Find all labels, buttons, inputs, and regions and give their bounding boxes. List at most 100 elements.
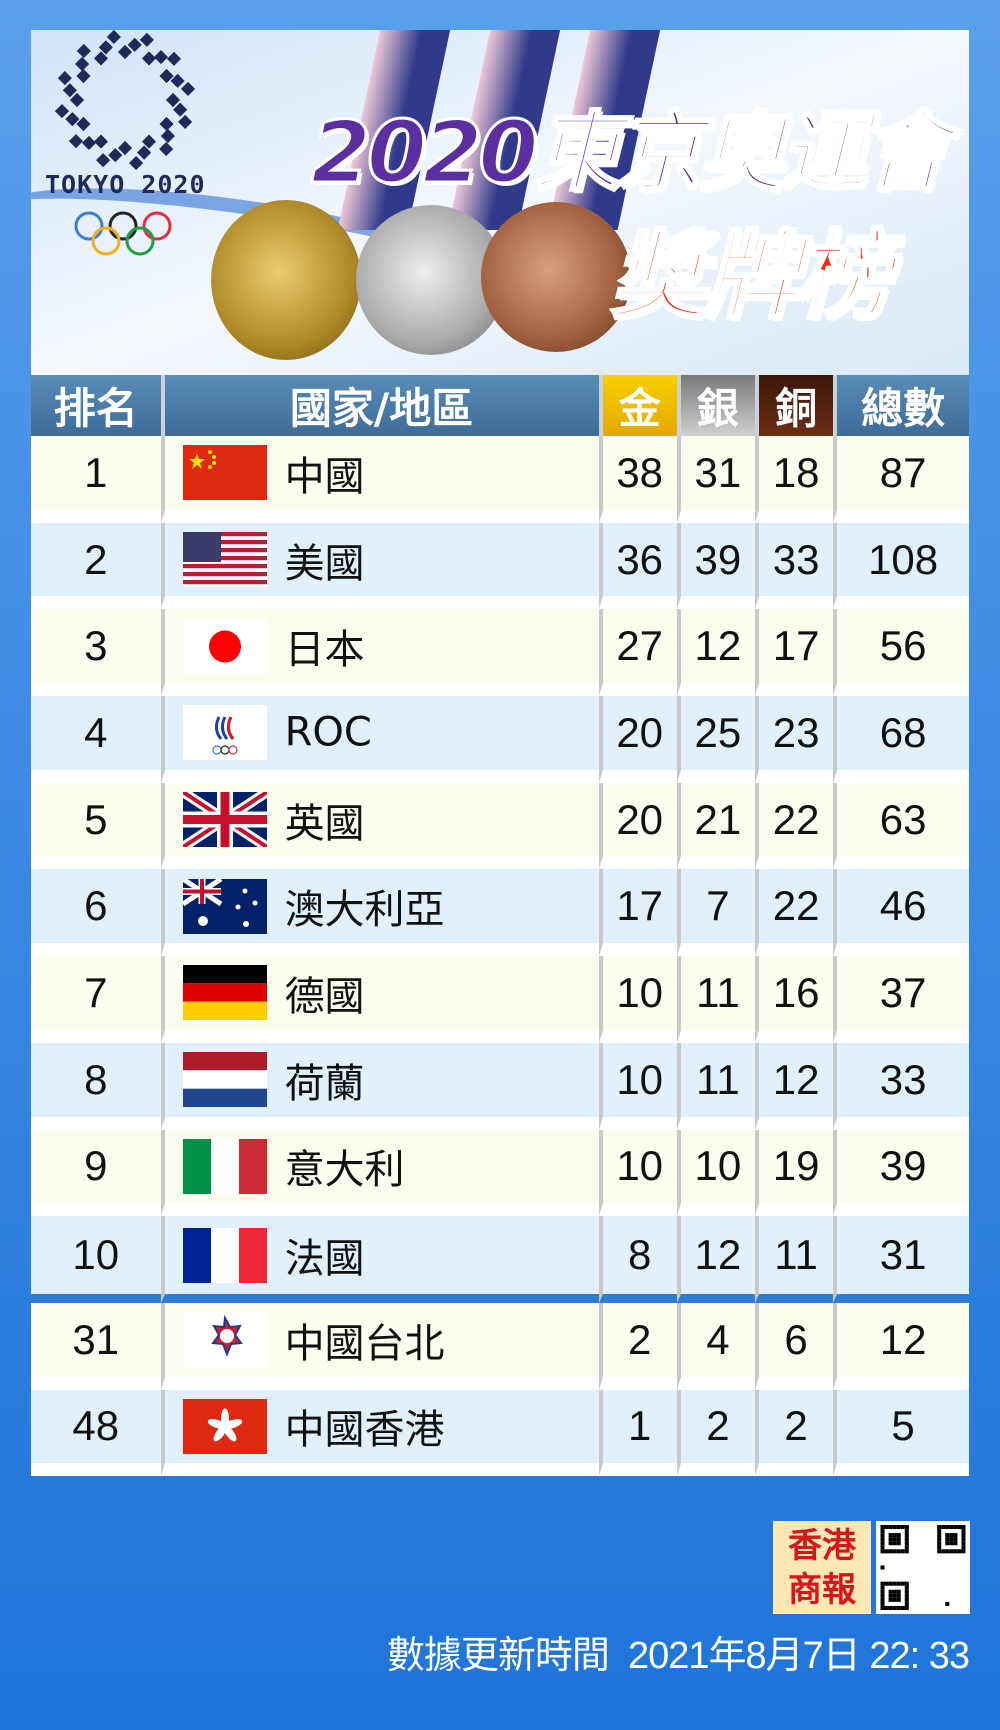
country-name: 中國台北 xyxy=(284,1320,445,1367)
total-count: 46 xyxy=(833,869,969,957)
bronze-count: 22 xyxy=(755,782,834,870)
france-flag-icon xyxy=(182,1227,267,1283)
total-count: 87 xyxy=(833,436,969,523)
olympic-rings-icon xyxy=(74,211,172,256)
country-name: 中國 xyxy=(284,453,365,500)
table-row: 6 澳大利亞 17 7 22 46 xyxy=(31,869,969,957)
usa-flag-icon xyxy=(182,532,267,588)
qr-code-icon[interactable] xyxy=(876,1521,970,1614)
uk-flag-icon xyxy=(179,787,270,852)
country-cell: 中國台北 xyxy=(160,1302,599,1390)
bronze-count: 19 xyxy=(755,1129,834,1217)
silver-count: 7 xyxy=(676,869,755,957)
rank: 10 xyxy=(31,1216,161,1303)
gold-medal-icon xyxy=(211,200,361,360)
country-cell: 荷蘭 xyxy=(160,1042,599,1130)
table-row: 48 中國香港 1 2 2 5 xyxy=(31,1389,969,1477)
china-flag-icon xyxy=(182,445,267,501)
total-count: 108 xyxy=(833,522,969,610)
germany-flag-icon xyxy=(182,965,267,1021)
rank: 4 xyxy=(31,696,161,783)
medal-table: 排名 國家/地區 金 銀 銅 總數 1 中國 38 31 18 87 2 美國 3… xyxy=(31,375,969,1477)
silver-count: 21 xyxy=(676,782,755,870)
country-cell: 美國 xyxy=(160,522,599,610)
gold-count: 38 xyxy=(598,436,677,523)
page-subtitle: 獎牌榜 xyxy=(610,219,893,334)
japan-flag-icon xyxy=(182,618,267,674)
column-header-silver: 銀 xyxy=(676,375,755,436)
italy-flag-icon xyxy=(182,1138,267,1194)
chinese-taipei-flag-icon xyxy=(182,1312,267,1368)
country-cell: 英國 xyxy=(160,782,599,870)
rank: 31 xyxy=(31,1302,161,1390)
silver-count: 2 xyxy=(676,1389,755,1477)
silver-count: 12 xyxy=(676,609,755,697)
silver-count: 4 xyxy=(676,1302,755,1390)
table-header: 排名 國家/地區 金 銀 銅 總數 xyxy=(31,375,969,436)
table-row: 8 荷蘭 10 11 12 33 xyxy=(31,1042,969,1130)
tokyo-2020-emblem-icon xyxy=(55,30,195,170)
country-name: 德國 xyxy=(284,973,365,1020)
rank: 48 xyxy=(31,1389,161,1477)
table-row: 1 中國 38 31 18 87 xyxy=(31,436,969,523)
silver-count: 39 xyxy=(676,522,755,610)
rank: 9 xyxy=(31,1129,161,1217)
bronze-count: 17 xyxy=(755,609,834,697)
roc-emblem-icon xyxy=(182,705,267,761)
table-row: 9 意大利 10 10 19 39 xyxy=(31,1129,969,1217)
bronze-count: 18 xyxy=(755,436,834,523)
total-count: 63 xyxy=(833,782,969,870)
bronze-count: 12 xyxy=(755,1042,834,1130)
column-header-rank: 排名 xyxy=(31,375,161,436)
gold-count: 20 xyxy=(598,696,677,783)
country-name: 意大利 xyxy=(284,1147,405,1194)
table-row: 10 法國 8 12 11 31 xyxy=(31,1216,969,1303)
bronze-count: 2 xyxy=(755,1389,834,1477)
publisher-logo: 香港商報 xyxy=(773,1521,871,1614)
country-name: 美國 xyxy=(284,540,365,587)
country-cell: 德國 xyxy=(160,956,599,1043)
country-name: 荷蘭 xyxy=(284,1060,365,1107)
country-name: 日本 xyxy=(284,627,365,674)
total-count: 33 xyxy=(833,1042,969,1130)
logo-text: TOKYO 2020 xyxy=(45,170,206,199)
gold-count: 17 xyxy=(598,869,677,957)
silver-count: 10 xyxy=(676,1129,755,1217)
silver-count: 12 xyxy=(676,1216,755,1303)
table-row: 5 英國 20 21 22 63 xyxy=(31,782,969,870)
total-count: 68 xyxy=(833,696,969,783)
gold-count: 27 xyxy=(598,609,677,697)
table-row: 4 ROC 20 25 23 68 xyxy=(31,696,969,783)
hong-kong-flag-icon xyxy=(182,1398,267,1454)
silver-count: 11 xyxy=(676,1042,755,1130)
rank: 2 xyxy=(31,522,161,610)
country-name: 中國香港 xyxy=(284,1407,445,1454)
rank: 3 xyxy=(31,609,161,697)
gold-count: 2 xyxy=(598,1302,677,1390)
silver-count: 11 xyxy=(676,956,755,1043)
gold-count: 36 xyxy=(598,522,677,610)
column-header-total: 總數 xyxy=(833,375,969,436)
gold-count: 20 xyxy=(598,782,677,870)
rank: 1 xyxy=(31,436,161,523)
gold-count: 1 xyxy=(598,1389,677,1477)
gold-count: 10 xyxy=(598,1129,677,1217)
bronze-count: 6 xyxy=(755,1302,834,1390)
silver-count: 31 xyxy=(676,436,755,523)
country-name: 法國 xyxy=(284,1236,365,1283)
rank: 5 xyxy=(31,782,161,870)
country-cell: 意大利 xyxy=(160,1129,599,1217)
column-header-country: 國家/地區 xyxy=(160,375,599,436)
total-count: 39 xyxy=(833,1129,969,1217)
update-time-value: 2021年8月7日 22: 33 xyxy=(627,1635,970,1677)
bronze-count: 11 xyxy=(755,1216,834,1303)
total-count: 5 xyxy=(833,1389,969,1477)
column-header-bronze: 銅 xyxy=(755,375,834,436)
country-cell: ROC xyxy=(160,696,599,783)
total-count: 31 xyxy=(833,1216,969,1303)
rank: 7 xyxy=(31,956,161,1043)
country-name: ROC xyxy=(284,709,372,756)
bronze-medal-icon xyxy=(481,202,631,352)
total-count: 56 xyxy=(833,609,969,697)
rank: 6 xyxy=(31,869,161,957)
